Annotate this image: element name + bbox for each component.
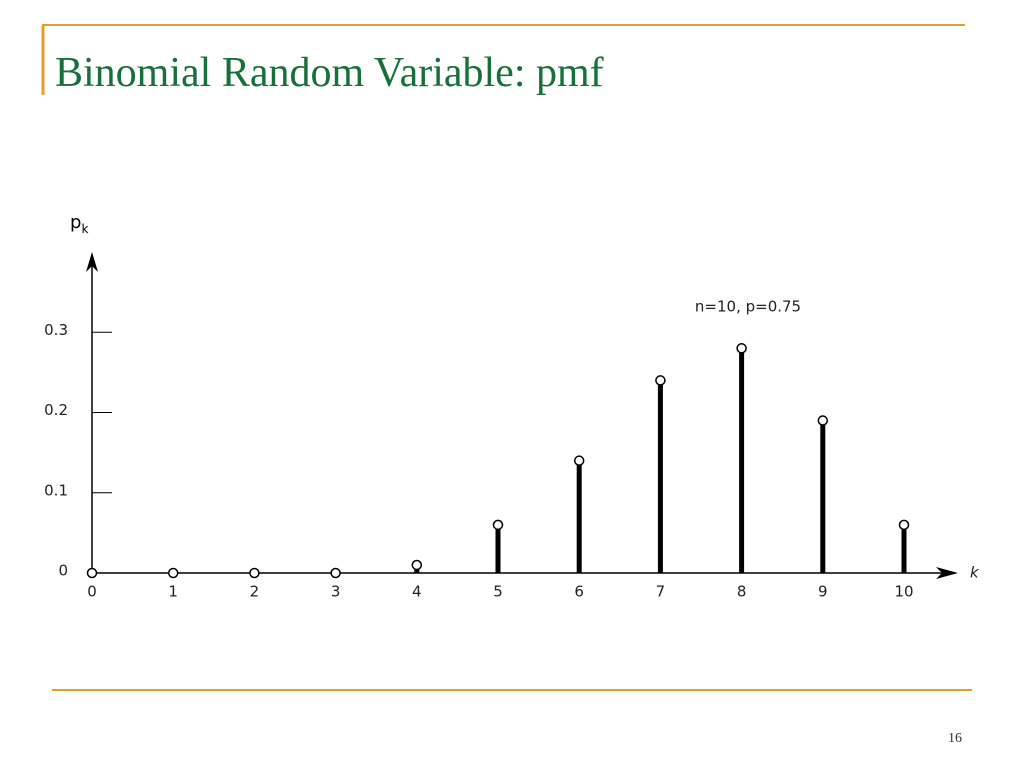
y-axis-arrow <box>86 252 98 272</box>
y-tick-label: 0 <box>58 562 68 580</box>
x-axis-arrow <box>936 567 958 579</box>
stem-marker <box>817 415 829 426</box>
slide-title: Binomial Random Variable: pmf <box>55 50 604 96</box>
annotation: n=10, p=0.75 <box>695 298 801 316</box>
y-tick-label: 0.3 <box>44 321 68 339</box>
x-tick-label: 1 <box>168 583 178 601</box>
stem-marker <box>249 567 260 579</box>
stem-marker <box>655 375 666 386</box>
x-tick-label: 5 <box>493 583 503 601</box>
x-tick-label: 7 <box>656 583 666 601</box>
x-axis-label: k <box>970 564 980 582</box>
x-tick-label: 9 <box>818 583 828 601</box>
x-tick-label: 3 <box>331 583 341 601</box>
stem-marker <box>330 567 341 579</box>
stem-marker <box>167 567 179 579</box>
x-tick-label: 0 <box>87 583 97 601</box>
stem-marker <box>573 455 585 466</box>
stem-marker <box>898 519 910 531</box>
x-tick-label: 4 <box>412 583 422 601</box>
y-axis-label: pk <box>70 212 88 236</box>
x-tick-label: 8 <box>737 583 747 601</box>
page-number: 16 <box>948 731 962 746</box>
stem-marker <box>86 567 98 579</box>
stem-marker <box>492 519 504 531</box>
x-tick-label: 10 <box>894 583 913 601</box>
y-tick-label: 0.2 <box>44 401 68 419</box>
y-tick-label: 0.1 <box>44 481 68 499</box>
x-tick-label: 6 <box>574 583 584 601</box>
stem-marker <box>411 559 423 571</box>
y-axis-label-sub: k <box>81 222 88 236</box>
stem-marker <box>736 343 747 354</box>
x-tick-label: 2 <box>250 583 260 601</box>
